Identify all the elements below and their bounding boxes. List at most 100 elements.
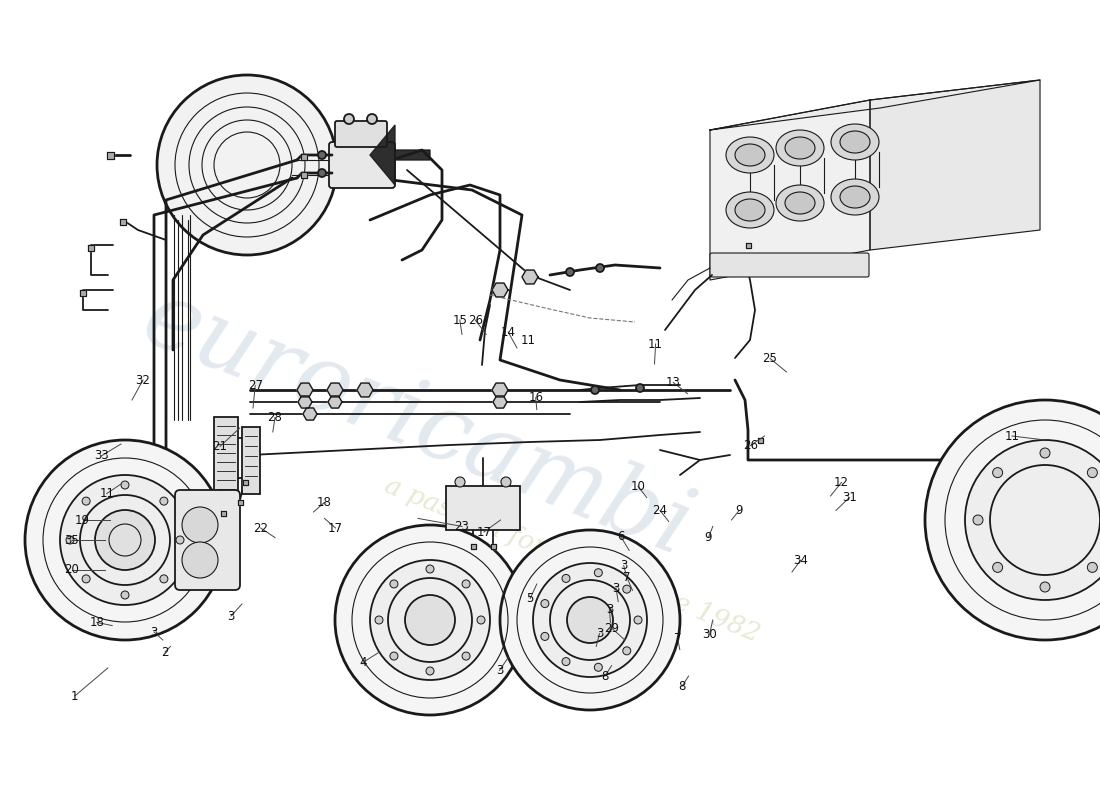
FancyBboxPatch shape bbox=[336, 121, 387, 147]
Text: 17: 17 bbox=[328, 522, 343, 534]
Circle shape bbox=[1088, 562, 1098, 572]
Text: 18: 18 bbox=[89, 616, 104, 629]
Text: a passion for parts since 1982: a passion for parts since 1982 bbox=[381, 473, 763, 647]
Circle shape bbox=[500, 530, 680, 710]
Text: 35: 35 bbox=[64, 534, 79, 546]
Text: 8: 8 bbox=[679, 680, 685, 693]
Circle shape bbox=[121, 481, 129, 489]
Polygon shape bbox=[870, 80, 1040, 250]
Text: 5: 5 bbox=[527, 592, 534, 605]
Circle shape bbox=[1040, 582, 1050, 592]
Text: 3: 3 bbox=[620, 559, 627, 572]
Circle shape bbox=[541, 633, 549, 641]
Circle shape bbox=[500, 477, 512, 487]
Ellipse shape bbox=[735, 144, 764, 166]
Polygon shape bbox=[327, 383, 343, 397]
Text: 13: 13 bbox=[666, 376, 681, 389]
Circle shape bbox=[160, 497, 168, 505]
FancyBboxPatch shape bbox=[446, 486, 520, 530]
Text: 11: 11 bbox=[520, 334, 536, 346]
Circle shape bbox=[95, 510, 155, 570]
Circle shape bbox=[591, 386, 600, 394]
Text: euroricambi: euroricambi bbox=[131, 273, 705, 575]
Ellipse shape bbox=[726, 137, 774, 173]
Circle shape bbox=[462, 652, 470, 660]
Ellipse shape bbox=[840, 186, 870, 208]
Text: 31: 31 bbox=[842, 491, 857, 504]
Circle shape bbox=[1088, 468, 1098, 478]
Circle shape bbox=[623, 585, 630, 593]
Circle shape bbox=[623, 647, 630, 655]
Text: 4: 4 bbox=[360, 656, 366, 669]
Text: 23: 23 bbox=[454, 520, 470, 533]
Circle shape bbox=[594, 663, 603, 671]
Polygon shape bbox=[298, 396, 312, 408]
Circle shape bbox=[344, 114, 354, 124]
FancyBboxPatch shape bbox=[710, 253, 869, 277]
Circle shape bbox=[66, 536, 74, 544]
Text: 3: 3 bbox=[613, 582, 619, 594]
Circle shape bbox=[182, 507, 218, 543]
Circle shape bbox=[121, 591, 129, 599]
Text: 34: 34 bbox=[793, 554, 808, 566]
Circle shape bbox=[634, 616, 642, 624]
Circle shape bbox=[336, 525, 525, 715]
Ellipse shape bbox=[840, 131, 870, 153]
Circle shape bbox=[974, 515, 983, 525]
Ellipse shape bbox=[830, 124, 879, 160]
Polygon shape bbox=[370, 125, 430, 185]
Circle shape bbox=[462, 580, 470, 588]
Ellipse shape bbox=[785, 137, 815, 159]
Circle shape bbox=[82, 575, 90, 583]
Circle shape bbox=[176, 536, 184, 544]
Circle shape bbox=[534, 563, 647, 677]
Polygon shape bbox=[358, 383, 373, 397]
Circle shape bbox=[389, 580, 398, 588]
Text: 12: 12 bbox=[834, 476, 849, 489]
Text: 17: 17 bbox=[476, 526, 492, 538]
Circle shape bbox=[157, 75, 337, 255]
Text: 3: 3 bbox=[228, 610, 234, 622]
FancyBboxPatch shape bbox=[214, 417, 238, 509]
Polygon shape bbox=[301, 154, 307, 160]
Polygon shape bbox=[522, 270, 538, 284]
Text: 3: 3 bbox=[596, 627, 603, 640]
Polygon shape bbox=[297, 383, 313, 397]
Circle shape bbox=[405, 595, 455, 645]
Polygon shape bbox=[80, 290, 86, 296]
Circle shape bbox=[389, 652, 398, 660]
Text: 18: 18 bbox=[317, 496, 332, 509]
FancyBboxPatch shape bbox=[329, 142, 395, 188]
Text: 26: 26 bbox=[468, 314, 483, 326]
Polygon shape bbox=[242, 479, 248, 485]
Polygon shape bbox=[710, 100, 870, 280]
Text: 11: 11 bbox=[99, 487, 114, 500]
Text: 30: 30 bbox=[702, 628, 717, 641]
Circle shape bbox=[541, 599, 549, 607]
Circle shape bbox=[367, 114, 377, 124]
Polygon shape bbox=[107, 151, 113, 158]
Circle shape bbox=[566, 268, 574, 276]
Ellipse shape bbox=[785, 192, 815, 214]
Circle shape bbox=[477, 616, 485, 624]
Polygon shape bbox=[302, 408, 317, 420]
Circle shape bbox=[318, 169, 326, 177]
Circle shape bbox=[426, 667, 434, 675]
Ellipse shape bbox=[776, 130, 824, 166]
Text: 27: 27 bbox=[248, 379, 263, 392]
Text: 7: 7 bbox=[624, 571, 630, 584]
Polygon shape bbox=[758, 438, 762, 442]
Text: 26: 26 bbox=[742, 439, 758, 452]
Text: 15: 15 bbox=[452, 314, 468, 326]
Text: 11: 11 bbox=[1004, 430, 1020, 442]
Circle shape bbox=[455, 477, 465, 487]
Circle shape bbox=[82, 497, 90, 505]
Circle shape bbox=[318, 151, 326, 159]
Ellipse shape bbox=[726, 192, 774, 228]
Text: 3: 3 bbox=[496, 664, 503, 677]
Polygon shape bbox=[493, 396, 507, 408]
Circle shape bbox=[370, 560, 490, 680]
Polygon shape bbox=[491, 543, 495, 549]
Circle shape bbox=[596, 264, 604, 272]
Text: 16: 16 bbox=[528, 391, 543, 404]
